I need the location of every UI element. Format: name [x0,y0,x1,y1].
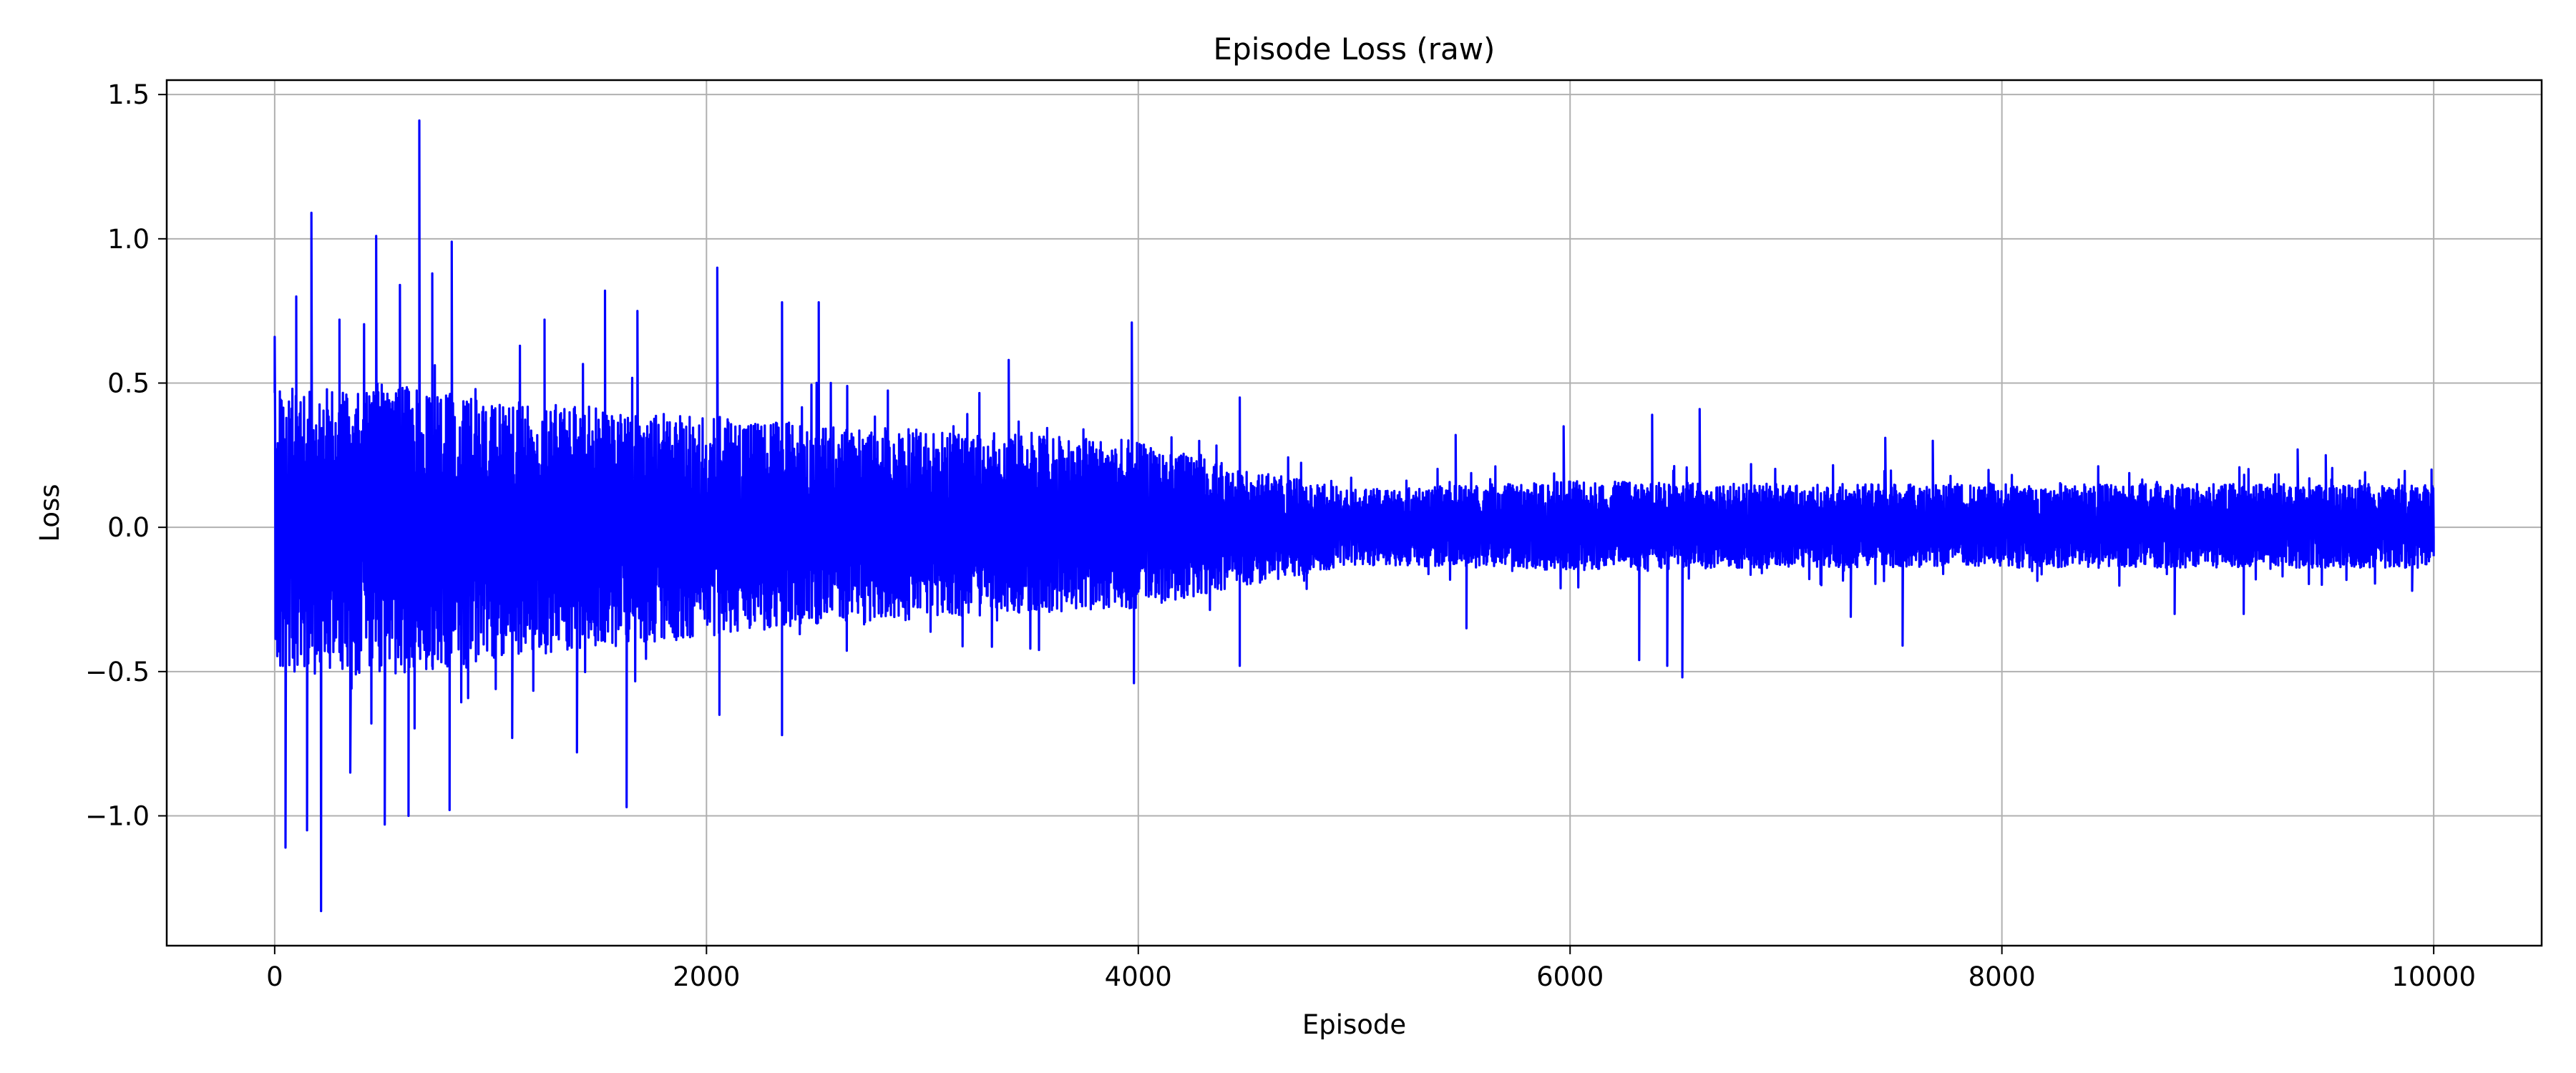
x-tick-label: 10000 [2391,961,2476,992]
plot-frame [165,79,2543,947]
x-tick-label: 6000 [1536,961,1604,992]
y-tick-label: −0.5 [85,657,150,687]
y-axis-label: Loss [34,484,65,542]
loss-line [273,119,2435,913]
loss-series [273,119,2435,913]
y-tick-label: 1.5 [107,79,150,110]
y-tick-label: 0.5 [107,368,150,399]
y-tick-label: 0.0 [107,512,150,543]
y-tick-label: −1.0 [85,801,150,832]
x-tick-label: 4000 [1105,961,1172,992]
chart-title: Episode Loss (raw) [1214,31,1496,67]
x-tick-label: 8000 [1968,961,2036,992]
y-tick-label: 1.0 [107,224,150,255]
x-axis-label: Episode [1302,1009,1406,1040]
x-tick-label: 2000 [673,961,740,992]
x-tick-label: 0 [266,961,283,992]
y-axis: −1.0 −0.5 0.0 0.5 1.0 1.5 [85,79,167,832]
x-axis: 0 2000 4000 6000 8000 10000 [266,946,2476,992]
